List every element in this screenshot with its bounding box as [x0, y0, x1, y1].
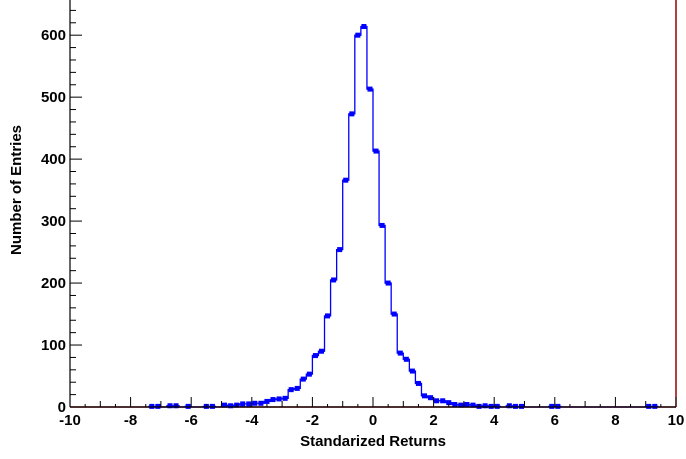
histogram-bin-marker	[288, 387, 294, 393]
x-tick-label: 6	[551, 412, 559, 429]
histogram-bin-marker	[470, 402, 476, 408]
histogram-bin-marker	[512, 403, 518, 409]
histogram-bin-marker	[452, 402, 458, 408]
histogram-bin-marker	[409, 368, 415, 374]
y-tick-label: 600	[41, 27, 66, 44]
histogram-bin-marker	[300, 376, 306, 382]
histogram-bin-marker	[482, 403, 488, 409]
histogram-bin-marker	[494, 403, 500, 409]
x-tick-label: 8	[611, 412, 619, 429]
histogram-bin-marker	[428, 395, 434, 401]
histogram-bin-marker	[434, 398, 440, 404]
x-tick-label: -10	[59, 412, 81, 429]
histogram-bin-marker	[397, 350, 403, 356]
histogram-bin-marker	[155, 403, 161, 409]
histogram-bin-marker	[306, 371, 312, 377]
histogram-bin-marker	[458, 402, 464, 408]
y-tick-label: 0	[58, 399, 66, 416]
histogram-bin-marker	[555, 403, 561, 409]
x-tick-label: -4	[245, 412, 259, 429]
y-tick-label: 500	[41, 89, 66, 106]
histogram-bin-marker	[252, 400, 258, 406]
histogram-bin-marker	[415, 380, 421, 386]
histogram-bin-marker	[367, 86, 373, 92]
histogram-bin-marker	[440, 398, 446, 404]
histogram-bin-marker	[325, 313, 331, 319]
histogram-bin-marker	[464, 402, 470, 408]
histogram-bin-marker	[331, 277, 337, 283]
y-tick-label: 200	[41, 275, 66, 292]
histogram-bin-marker	[209, 403, 215, 409]
x-tick-label: -6	[185, 412, 198, 429]
histogram-bin-marker	[549, 403, 555, 409]
histogram-bin-marker	[258, 400, 264, 406]
x-tick-label: 4	[490, 412, 499, 429]
histogram-bin-marker	[222, 402, 228, 408]
y-axis-title: Number of Entries	[8, 125, 25, 255]
y-tick-label: 300	[41, 213, 66, 230]
x-axis-title: Standarized Returns	[300, 433, 446, 450]
histogram-bin-marker	[403, 356, 409, 362]
histogram-bin-marker	[228, 403, 234, 409]
histogram-bin-marker	[294, 385, 300, 391]
x-tick-label: 0	[369, 412, 377, 429]
histogram-bin-marker	[373, 148, 379, 154]
histogram-bin-marker	[652, 403, 658, 409]
histogram-bin-marker	[167, 403, 173, 409]
x-tick-label: -2	[306, 412, 319, 429]
histogram-series	[148, 24, 659, 409]
histogram-bin-marker	[276, 396, 282, 402]
histogram-bin-marker	[185, 403, 191, 409]
x-tick-label: -8	[124, 412, 137, 429]
histogram-bin-marker	[391, 311, 397, 317]
histogram-bin-marker	[361, 24, 367, 30]
histogram-bin-marker	[488, 403, 494, 409]
histogram-bin-marker	[385, 280, 391, 286]
histogram-bin-marker	[282, 395, 288, 401]
histogram-bin-marker	[264, 398, 270, 404]
histogram-bin-marker	[421, 393, 428, 399]
histogram-bin-marker	[240, 401, 246, 407]
histogram-bin-marker	[379, 222, 385, 228]
histogram-bin-marker	[349, 111, 355, 117]
x-tick-label: 10	[668, 412, 685, 429]
y-tick-label: 400	[41, 151, 66, 168]
histogram-bin-marker	[518, 403, 524, 409]
histogram-bin-marker	[355, 32, 361, 38]
histogram-bin-marker	[318, 348, 325, 354]
histogram-bin-marker	[270, 397, 276, 403]
histogram-bin-marker	[312, 353, 318, 359]
histogram-bin-marker	[246, 401, 252, 407]
x-tick-label: 2	[429, 412, 437, 429]
histogram-bin-marker	[337, 247, 343, 253]
histogram-bin-marker	[446, 400, 452, 406]
histogram-bin-marker	[646, 403, 652, 409]
histogram-bin-marker	[343, 177, 349, 183]
y-tick-label: 100	[41, 337, 66, 354]
histogram-bin-marker	[149, 403, 155, 409]
